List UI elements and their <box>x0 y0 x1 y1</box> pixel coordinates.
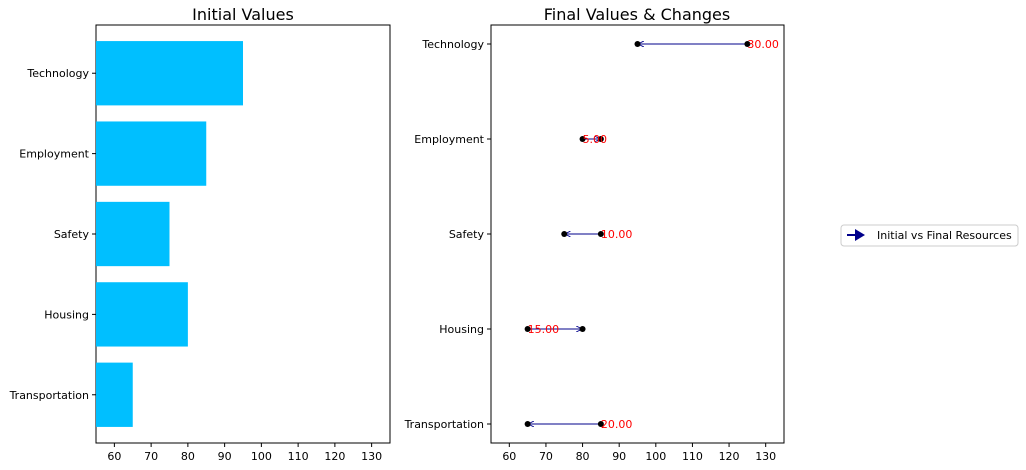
final-values-y-tick-label-transportation: Transportation <box>404 418 484 431</box>
change-label-technology: 30.00 <box>747 38 779 51</box>
change-label-safety: 10.00 <box>601 228 633 241</box>
final-values-x-tick-label: 120 <box>719 450 740 463</box>
final-point-transportation <box>524 421 531 427</box>
final-values-x-tick-label: 130 <box>755 450 776 463</box>
final-values-y-tick-label-employment: Employment <box>414 133 484 146</box>
final-point-technology <box>634 41 641 47</box>
final-values-x-tick-label: 60 <box>502 450 516 463</box>
initial-values-panel: Initial Values Technology Employment Safet… <box>9 5 391 463</box>
initial-point-employment <box>579 136 586 142</box>
final-values-x-tick-label: 80 <box>576 450 590 463</box>
final-point-safety <box>561 231 568 237</box>
initial-values-y-tick-label-transportation: Transportation <box>9 389 89 402</box>
bar-housing <box>96 282 188 347</box>
initial-point-transportation <box>597 421 604 427</box>
final-values-x-tick-label: 70 <box>539 450 553 463</box>
initial-values-x-axis: 60 70 80 90 100 110 120 130 <box>107 443 382 463</box>
final-values-plot-area <box>490 24 785 444</box>
initial-values-y-tick-label-safety: Safety <box>54 228 90 241</box>
initial-point-technology <box>744 41 751 47</box>
final-point-housing <box>579 326 586 332</box>
bar-transportation <box>96 362 133 427</box>
final-values-x-tick-label: 110 <box>682 450 703 463</box>
bar-employment <box>96 121 207 186</box>
legend: Initial vs Final Resources <box>840 224 1019 247</box>
initial-values-y-tick-label-housing: Housing <box>44 308 89 321</box>
initial-values-x-tick-label: 70 <box>144 450 158 463</box>
initial-values-x-tick-label: 90 <box>218 450 232 463</box>
final-values-x-axis: 60 70 80 90 100 110 120 130 <box>502 443 776 463</box>
change-label-housing: 15.00 <box>528 323 560 336</box>
legend-label: Initial vs Final Resources <box>877 229 1012 242</box>
initial-values-x-tick-label: 120 <box>324 450 345 463</box>
initial-values-x-tick-label: 80 <box>181 450 195 463</box>
final-values-x-tick-label: 100 <box>645 450 666 463</box>
initial-values-title: Initial Values <box>192 5 294 24</box>
bar-technology <box>96 41 243 106</box>
change-arrows: 30.00 5.00 10.00 15.00 20.00 <box>524 38 779 431</box>
initial-point-housing <box>524 326 531 332</box>
initial-values-y-tick-label-technology: Technology <box>26 67 89 80</box>
final-values-y-tick-label-safety: Safety <box>449 228 485 241</box>
final-values-title: Final Values & Changes <box>544 5 730 24</box>
legend-arrow-icon <box>855 229 865 241</box>
legend-box <box>840 224 1019 247</box>
bar-safety <box>96 201 170 267</box>
initial-values-x-tick-label: 130 <box>361 450 382 463</box>
initial-point-safety <box>597 231 604 237</box>
final-values-y-tick-label-technology: Technology <box>421 38 484 51</box>
final-point-employment <box>597 136 604 142</box>
initial-values-y-axis: Technology Employment Safety Housing Transpo… <box>9 67 96 402</box>
change-label-transportation: 20.00 <box>601 418 633 431</box>
change-label-employment: 5.00 <box>583 133 608 146</box>
initial-values-y-tick-label-employment: Employment <box>19 148 89 161</box>
final-values-x-tick-label: 90 <box>612 450 626 463</box>
final-values-panel: Final Values & Changes 30.00 5.00 10.00 15.… <box>404 5 785 463</box>
initial-values-x-tick-label: 110 <box>288 450 309 463</box>
initial-values-x-tick-label: 100 <box>251 450 272 463</box>
final-values-y-axis: Technology Employment Safety Housing Transpo… <box>404 38 491 431</box>
final-values-y-tick-label-housing: Housing <box>439 323 484 336</box>
initial-values-x-tick-label: 60 <box>107 450 121 463</box>
initial-values-bars <box>96 41 243 427</box>
